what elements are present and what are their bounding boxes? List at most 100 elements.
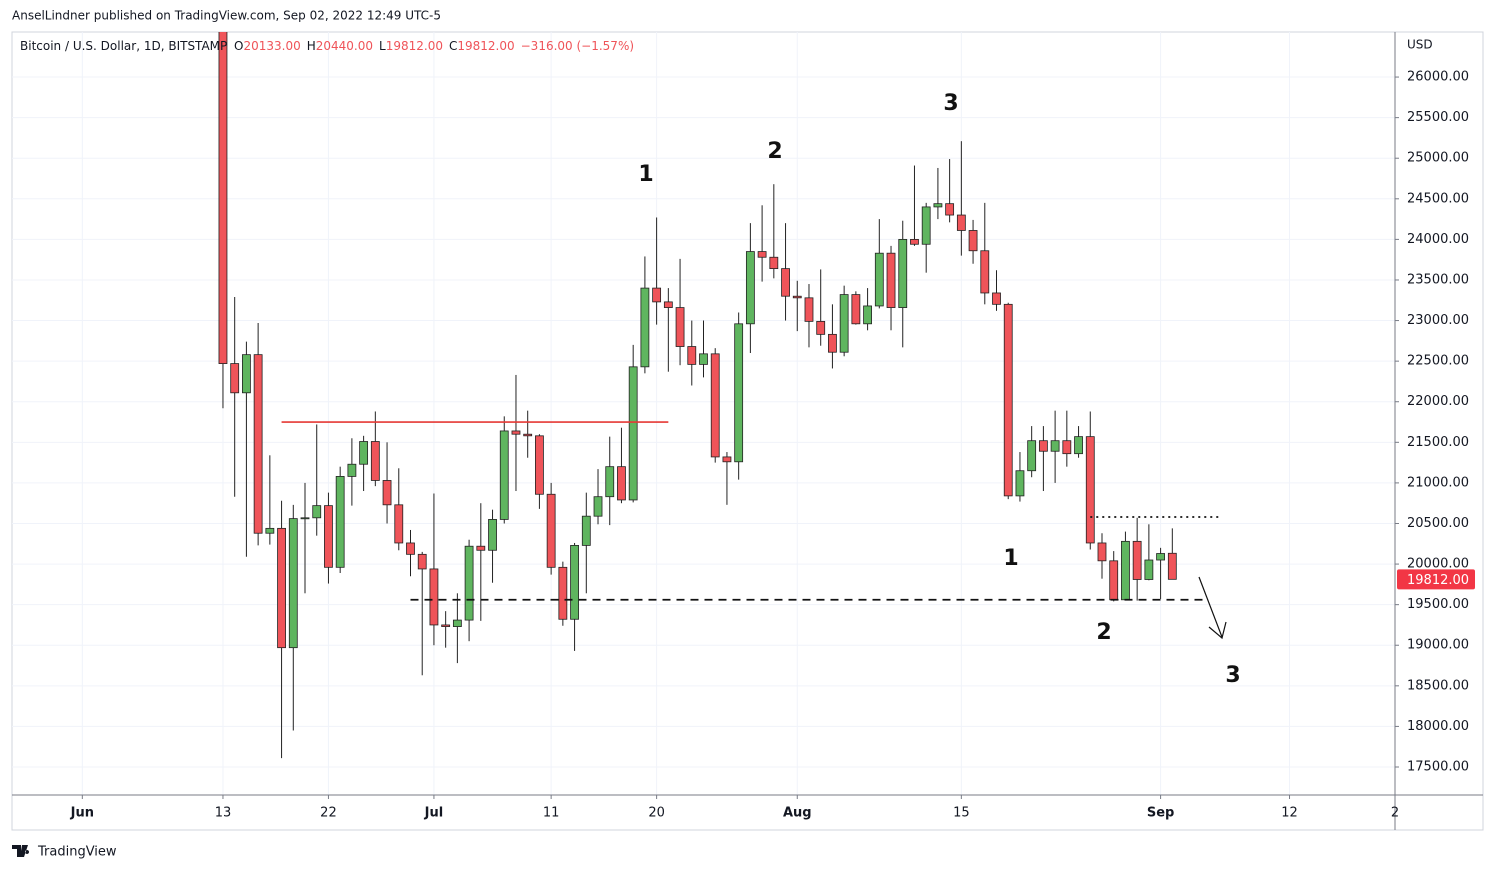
- y-tick-label: 23500.00: [1407, 272, 1469, 287]
- candle-body-up: [1121, 540, 1130, 601]
- x-tick-label: 22: [320, 806, 337, 821]
- x-tick-label: 13: [215, 806, 232, 821]
- candle-body-down: [769, 256, 779, 270]
- change: −316.00 (−1.57%): [521, 39, 634, 53]
- candle-body-up: [1156, 553, 1165, 561]
- candle-body-down: [1132, 540, 1142, 580]
- y-tick-label: 18000.00: [1407, 719, 1469, 734]
- candle-body-up: [570, 545, 579, 620]
- x-tick-label: Sep: [1147, 806, 1175, 821]
- footer-logo: [12, 845, 30, 857]
- candle-body-up: [300, 517, 310, 520]
- candle-body-down: [722, 456, 732, 463]
- y-tick-label: 21500.00: [1407, 435, 1469, 450]
- candle-body-up: [359, 441, 369, 465]
- candle-body-up: [898, 238, 908, 308]
- candle-body-down: [851, 294, 861, 325]
- candle-body-up: [921, 206, 931, 245]
- arrow-head: [1208, 621, 1227, 640]
- ohlc-key: C: [449, 39, 457, 53]
- candle-body-down: [218, 32, 228, 364]
- x-tick-label: 2: [1391, 806, 1399, 821]
- ohlc-value: 19812.00: [457, 39, 514, 53]
- candle-body-down: [816, 320, 826, 335]
- x-tick-label: 11: [543, 806, 560, 821]
- candle-body-down: [230, 363, 240, 394]
- ohlc-key: L: [379, 39, 386, 53]
- axes: 17500.00 18000.00 18500.00 19000.00 19500.00…: [70, 70, 1475, 821]
- candle-body-down: [652, 287, 662, 303]
- candle-body-down: [968, 230, 978, 252]
- chart-frame: [11, 31, 1484, 831]
- candle-body-up: [1050, 440, 1060, 452]
- candle-body-down: [406, 542, 415, 555]
- symbol: Bitcoin / U.S. Dollar, 1D, BITSTAMP: [20, 39, 227, 53]
- currency-label: USD: [1407, 38, 1433, 52]
- y-tick-label: 23000.00: [1407, 313, 1469, 328]
- wave-label: 1: [1003, 546, 1018, 571]
- candle-body-down: [511, 430, 521, 435]
- candle-body-up: [640, 287, 650, 368]
- x-tick-label: 15: [953, 806, 970, 821]
- ohlc-value: 20133.00: [243, 39, 300, 53]
- candle-body-down: [558, 566, 568, 620]
- candle-body-up: [242, 354, 251, 394]
- candle-body-down: [710, 353, 720, 458]
- candle-body-up: [499, 430, 509, 520]
- wave-label: 3: [943, 91, 958, 116]
- candle-body-down: [663, 301, 673, 308]
- candle-body-up: [335, 476, 345, 568]
- ohlc-legend: O20133.00 H20440.00 L19812.00 C19812.00 −316…: [234, 39, 634, 53]
- candle-body-down: [1038, 440, 1048, 452]
- candle-body-up: [347, 463, 357, 477]
- candle-body-up: [312, 505, 322, 519]
- candle-body-down: [441, 624, 451, 627]
- wave-label: 2: [1096, 620, 1111, 645]
- candle-body-down: [476, 545, 486, 551]
- candle-body-down: [1003, 303, 1013, 497]
- y-tick-label: 18500.00: [1407, 678, 1469, 693]
- candle-body-up: [265, 527, 275, 534]
- candle-body-down: [757, 251, 767, 258]
- y-tick-label: 20500.00: [1407, 516, 1469, 531]
- x-tick-label: 12: [1281, 806, 1298, 821]
- y-tick-label: 25000.00: [1407, 151, 1469, 166]
- candle-body-up: [581, 515, 591, 546]
- candle-body-up: [745, 251, 755, 325]
- wave-label: 1: [638, 162, 653, 187]
- candle-body-down: [370, 441, 380, 481]
- plot: [218, 32, 1220, 759]
- y-tick-label: 22000.00: [1407, 394, 1469, 409]
- candle-body-up: [288, 518, 298, 649]
- y-tick-label: 25500.00: [1407, 110, 1469, 125]
- candle-body-down: [523, 433, 533, 437]
- candle-body-down: [253, 354, 263, 534]
- x-tick-label: Aug: [783, 806, 812, 821]
- candle-body-up: [1015, 470, 1025, 497]
- candle-body-up: [933, 203, 943, 208]
- last-price-label: 19812.00: [1407, 573, 1469, 588]
- candle-body-up: [1144, 559, 1154, 580]
- candle-body-down: [1062, 440, 1072, 455]
- annotations: 1 2 3 1 2 3: [638, 91, 1240, 688]
- candle-body-down: [382, 480, 392, 506]
- candle-body-down: [956, 214, 966, 231]
- candle-body-down: [546, 493, 556, 568]
- candle-body-up: [863, 305, 872, 325]
- y-tick-label: 21000.00: [1407, 475, 1469, 490]
- candle-body-down: [617, 466, 626, 501]
- candle-body-down: [394, 504, 404, 544]
- ohlc-key: O: [234, 39, 243, 53]
- last-price-box: [1397, 569, 1475, 590]
- y-tick-label: 17500.00: [1407, 759, 1469, 774]
- candle-body-up: [874, 252, 884, 307]
- candle-body-down: [992, 292, 1001, 305]
- symbol-legend: Bitcoin / U.S. Dollar, 1D, BITSTAMP: [20, 39, 227, 53]
- candle-body-up: [1074, 436, 1083, 455]
- ohlc-value: 20440.00: [316, 39, 373, 53]
- ohlc-key: H: [307, 39, 316, 53]
- x-tick-label: Jul: [424, 806, 444, 821]
- wave-label: 3: [1225, 663, 1240, 688]
- candle-body-down: [687, 346, 697, 365]
